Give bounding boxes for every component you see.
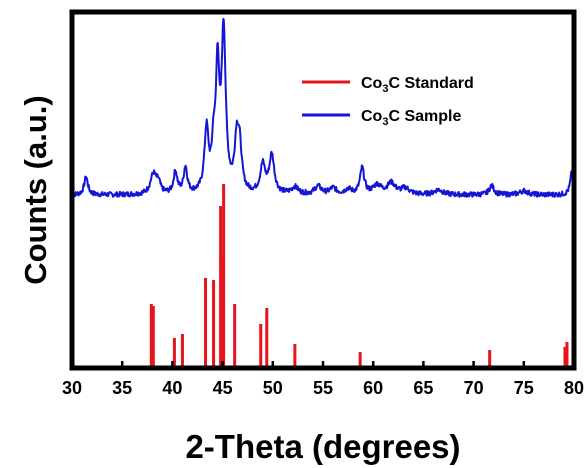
x-tick-label: 45: [213, 378, 233, 398]
legend: Co3C Standard Co3C Sample: [302, 75, 474, 128]
x-tick-label: 55: [313, 378, 333, 398]
legend-label: Co3C Sample: [361, 108, 461, 128]
legend-label: Co3C Standard: [361, 75, 474, 95]
x-tick-label: 30: [62, 378, 82, 398]
x-tick-label: 60: [363, 378, 383, 398]
x-tick-label: 50: [263, 378, 283, 398]
plot-frame: [69, 9, 577, 371]
sample-series-line: [71, 17, 575, 198]
x-ticks: 30 35 40 45 50 55 60 65 70 75 80: [62, 361, 584, 398]
x-tick-label: 35: [112, 378, 132, 398]
x-tick-label: 65: [413, 378, 433, 398]
x-tick-label: 80: [564, 378, 584, 398]
standard-sticks: [149, 184, 569, 366]
x-tick-label: 70: [464, 378, 484, 398]
y-axis-label: Counts (a.u.): [18, 95, 53, 284]
x-axis-label: 2-Theta (degrees): [185, 428, 460, 465]
x-tick-label: 40: [162, 378, 182, 398]
x-tick-label: 75: [514, 378, 534, 398]
